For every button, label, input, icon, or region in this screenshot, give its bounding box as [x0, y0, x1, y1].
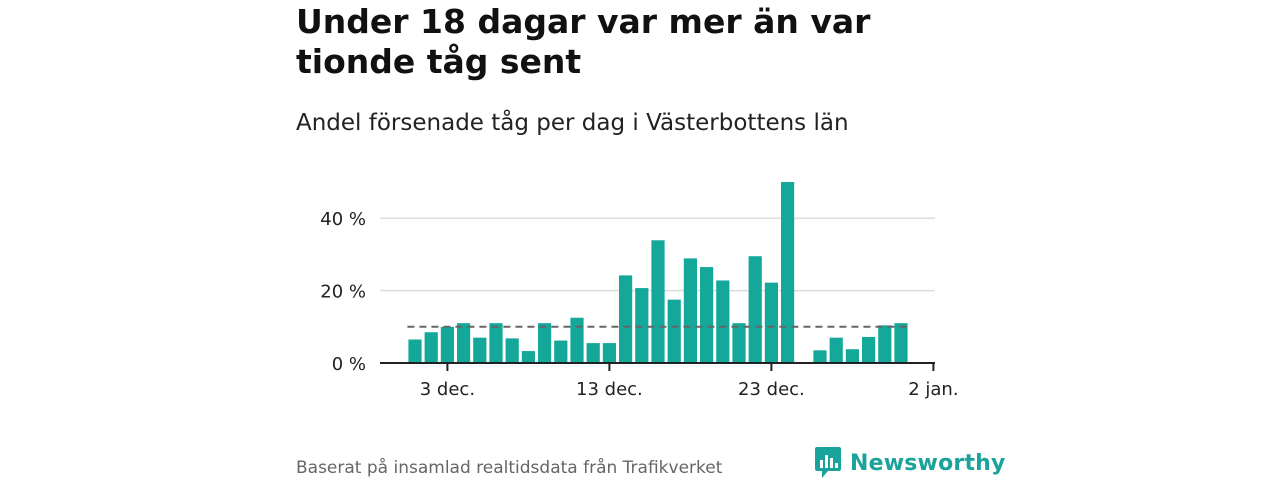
- bar: [845, 349, 859, 363]
- bar: [667, 299, 681, 363]
- bar-series: [408, 182, 908, 363]
- y-tick-label: 0 %: [332, 354, 366, 375]
- bar: [440, 326, 454, 363]
- chart-title: Under 18 dagar var mer än var tionde tåg…: [296, 2, 871, 81]
- x-axis: [380, 362, 935, 371]
- bar: [505, 338, 519, 363]
- bar: [457, 323, 471, 363]
- bar: [424, 332, 438, 363]
- bar: [489, 323, 503, 363]
- newsworthy-logo-icon: [815, 447, 841, 478]
- bar: [700, 267, 714, 363]
- bar: [894, 323, 908, 363]
- bar: [554, 340, 568, 363]
- bar: [586, 343, 600, 363]
- bar: [878, 325, 892, 363]
- bar: [829, 337, 843, 363]
- bar: [764, 282, 778, 363]
- bar: [602, 343, 616, 363]
- x-tick-label: 2 jan.: [908, 379, 958, 400]
- x-tick-label: 13 dec.: [576, 379, 643, 400]
- chart-subtitle: Andel försenade tåg per dag i Västerbott…: [296, 110, 849, 136]
- bar: [748, 256, 762, 363]
- bar: [732, 323, 746, 363]
- x-tick-label: 3 dec.: [420, 379, 475, 400]
- x-tick-label: 23 dec.: [738, 379, 805, 400]
- bar: [716, 280, 730, 363]
- bar: [521, 351, 535, 363]
- bar: [538, 323, 552, 363]
- bar: [635, 288, 649, 363]
- bar: [781, 182, 795, 363]
- y-tick-label: 40 %: [320, 209, 366, 230]
- tick-labels: 0 % 20 % 40 % 3 dec. 13 dec. 23 dec. 2 jan.: [320, 209, 958, 400]
- bar: [683, 258, 697, 363]
- bar: [473, 337, 487, 363]
- brand-name: Newsworthy: [850, 450, 1006, 476]
- bar-chart: 0 % 20 % 40 % 3 dec. 13 dec. 23 dec. 2 jan.: [320, 182, 959, 400]
- bar: [813, 350, 827, 363]
- source-note: Baserat på insamlad realtidsdata från Tr…: [296, 458, 723, 478]
- bar: [862, 336, 876, 363]
- y-tick-label: 20 %: [320, 282, 366, 303]
- bar: [570, 317, 584, 363]
- brand-logo: Newsworthy: [814, 446, 1006, 480]
- bar: [651, 240, 665, 363]
- bar: [619, 275, 633, 363]
- bar: [408, 339, 422, 363]
